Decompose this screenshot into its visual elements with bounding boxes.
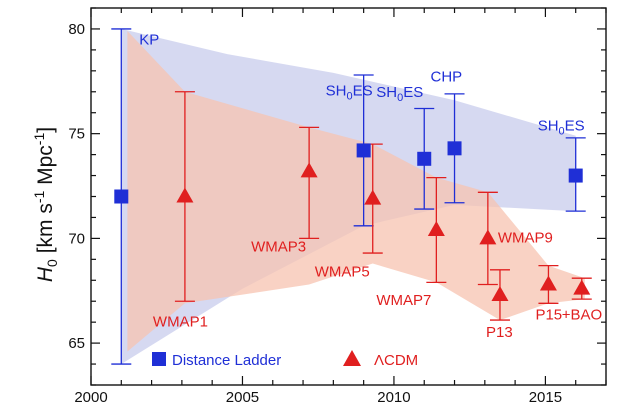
x-tick-label: 2015 bbox=[529, 389, 562, 406]
marker-lcdm-7 bbox=[573, 279, 591, 295]
axes-layer: 2000 2005 2010 2015 65 70 75 80 H0 [km s-1 Mpc-1… bbox=[31, 7, 607, 406]
point-label-ladder-0: KP bbox=[139, 32, 159, 49]
point-label-ladder-2: SH0ES bbox=[376, 84, 423, 104]
x-tick-label: 2005 bbox=[226, 389, 259, 406]
marker-lcdm-5 bbox=[491, 285, 509, 301]
point-label-ladder-4: SH0ES bbox=[538, 118, 585, 138]
marker-ladder-3 bbox=[447, 141, 462, 156]
legend-label-lcdm: ΛCDM bbox=[374, 352, 418, 369]
marker-ladder-0 bbox=[114, 189, 129, 204]
point-label-ladder-1: SH0ES bbox=[326, 82, 373, 102]
point-label-lcdm-3: WMAP7 bbox=[376, 292, 431, 309]
point-label-lcdm-0: WMAP1 bbox=[153, 314, 208, 331]
legend-marker-triangle bbox=[343, 350, 361, 366]
y-tick-label: 70 bbox=[68, 230, 85, 247]
y-axis-label: H0 [km s-1 Mpc-1] bbox=[31, 127, 60, 282]
bands-layer bbox=[121, 28, 585, 365]
marker-lcdm-1 bbox=[300, 162, 318, 178]
marker-ladder-4 bbox=[568, 168, 583, 183]
marker-lcdm-2 bbox=[364, 189, 382, 205]
x-tick-label: 2010 bbox=[377, 389, 410, 406]
y-tick-label: 80 bbox=[68, 21, 85, 38]
markers-layer bbox=[114, 141, 591, 301]
point-label-lcdm-2: WMAP5 bbox=[315, 264, 370, 281]
marker-ladder-1 bbox=[356, 143, 371, 158]
marker-ladder-2 bbox=[417, 151, 432, 166]
marker-lcdm-3 bbox=[427, 221, 445, 237]
legend: Distance Ladder ΛCDM bbox=[152, 350, 418, 369]
point-label-lcdm-1: WMAP3 bbox=[251, 238, 306, 255]
marker-lcdm-6 bbox=[539, 275, 557, 291]
point-label-lcdm-5: P13 bbox=[486, 324, 513, 341]
point-label-lcdm-4: WMAP9 bbox=[498, 229, 553, 246]
y-tick-label: 75 bbox=[68, 126, 85, 143]
lcdm-band bbox=[127, 31, 585, 352]
x-tick-label: 2000 bbox=[74, 389, 107, 406]
legend-label-distance-ladder: Distance Ladder bbox=[172, 352, 281, 369]
marker-lcdm-0 bbox=[176, 187, 194, 203]
marker-lcdm-4 bbox=[479, 229, 497, 245]
point-label-lcdm-6: P15 bbox=[535, 306, 562, 323]
y-tick-label: 65 bbox=[68, 335, 85, 352]
point-label-ladder-3: CHP bbox=[431, 68, 463, 85]
legend-marker-square bbox=[152, 352, 166, 366]
point-label-lcdm-7: +BAO bbox=[562, 307, 602, 324]
